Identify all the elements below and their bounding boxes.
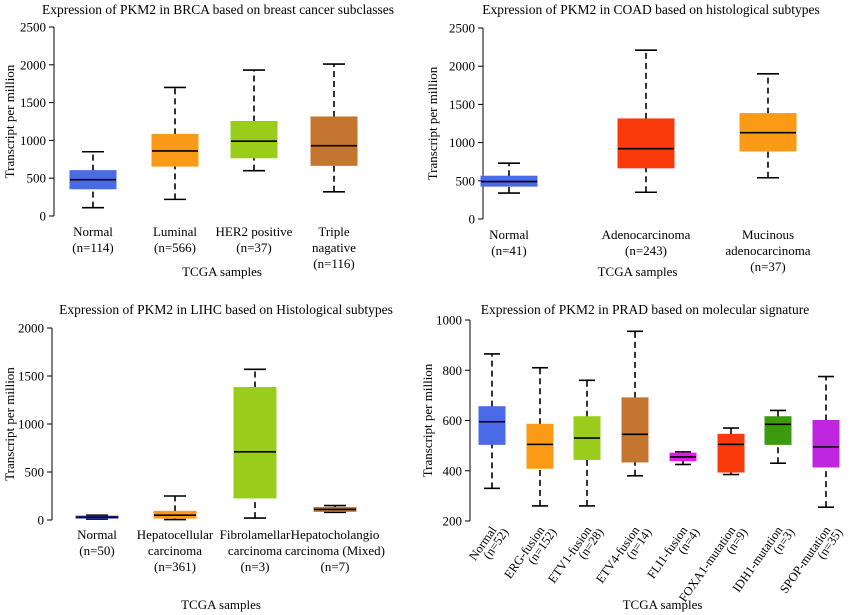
y-tick-label: 500	[25, 465, 45, 480]
iqr-box	[717, 433, 745, 473]
chart-panel-3: Expression of PKM2 in LIHC based on Hist…	[2, 302, 393, 612]
category-label: carcinoma	[228, 543, 282, 558]
category-n-label: (n=566)	[154, 240, 196, 255]
iqr-box	[310, 116, 358, 166]
box-8	[812, 375, 840, 508]
category-n-label: (n=114)	[72, 240, 114, 255]
box-1	[480, 162, 538, 194]
category-label: Hepatocholangio	[291, 527, 380, 542]
category-n-label: (n=243)	[625, 243, 667, 258]
category-label: carcinoma	[148, 543, 202, 558]
y-tick-label: 2000	[18, 321, 44, 336]
category-label: Mucinous	[742, 227, 794, 242]
y-tick-label: 1500	[449, 97, 475, 112]
y-tick-label: 2000	[449, 59, 475, 74]
category-label: Normal	[77, 527, 117, 542]
box-1	[75, 514, 119, 520]
y-tick-label: 2500	[20, 20, 46, 35]
chart-panel-2: Expression of PKM2 in COAD based on hist…	[425, 2, 820, 279]
y-tick-label: 0	[38, 513, 45, 528]
category-n-label: (n=3)	[241, 559, 270, 574]
category-label: Hepatocellular	[137, 527, 214, 542]
box-4	[310, 63, 358, 193]
y-tick-label: 1500	[18, 369, 44, 384]
chart-title: Expression of PKM2 in PRAD based on mole…	[481, 302, 809, 317]
x-axis-label: TCGA samples	[182, 264, 262, 279]
category-label: Fibrolamellar	[220, 527, 291, 542]
chart-title: Expression of PKM2 in LIHC based on Hist…	[59, 302, 393, 317]
category-n-label: (n=116)	[313, 256, 355, 271]
category-label: HER2 positive	[216, 224, 293, 239]
category-label: Adenocarcinoma	[602, 227, 691, 242]
box-2	[153, 495, 197, 521]
y-axis-label: Transcript per million	[420, 363, 435, 477]
y-tick-label: 1500	[20, 95, 46, 110]
box-6	[717, 427, 745, 476]
iqr-box	[526, 423, 554, 469]
y-tick-label: 200	[443, 514, 463, 529]
category-label: Triple	[318, 224, 350, 239]
x-axis-label: TCGA samples	[623, 597, 703, 612]
y-tick-label: 2500	[449, 21, 475, 36]
box-2	[617, 49, 675, 194]
category-n-label: (n=37)	[236, 240, 272, 255]
category-label: Normal	[73, 224, 113, 239]
box-3	[573, 379, 601, 507]
y-tick-label: 400	[443, 463, 463, 478]
chart-panel-4: Expression of PKM2 in PRAD based on mole…	[420, 302, 845, 612]
box-3	[739, 73, 797, 179]
y-tick-label: 1000	[449, 135, 475, 150]
category-n-label: (n=361)	[154, 559, 196, 574]
box-4	[313, 504, 357, 514]
box-5	[669, 451, 697, 466]
y-tick-label: 500	[27, 171, 47, 186]
iqr-box	[621, 397, 649, 463]
y-tick-label: 600	[443, 413, 463, 428]
box-1	[478, 353, 506, 490]
category-label: nagative	[312, 240, 356, 255]
box-4	[621, 330, 649, 477]
category-label: Normal	[489, 227, 529, 242]
iqr-box	[478, 406, 506, 445]
chart-title: Expression of PKM2 in COAD based on hist…	[482, 2, 819, 17]
box-3	[230, 69, 278, 172]
y-tick-label: 0	[40, 209, 47, 224]
y-axis-label: Transcript per million	[425, 66, 440, 180]
y-tick-label: 500	[456, 173, 476, 188]
y-axis-label: Transcript per million	[2, 367, 17, 481]
y-tick-label: 800	[443, 363, 463, 378]
category-label: Luminal	[153, 224, 197, 239]
y-tick-label: 1000	[20, 133, 46, 148]
box-3	[233, 368, 277, 519]
box-2	[526, 366, 554, 507]
category-n-label: (n=37)	[750, 259, 786, 274]
iqr-box	[617, 118, 675, 169]
category-n-label: (n=50)	[79, 543, 115, 558]
chart-panel-1: Expression of PKM2 in BRCA based on brea…	[2, 2, 394, 279]
iqr-box	[812, 420, 840, 468]
y-tick-label: 1000	[18, 417, 44, 432]
category-n-label: (n=7)	[321, 559, 350, 574]
iqr-box	[233, 387, 277, 499]
x-axis-label: TCGA samples	[181, 597, 261, 612]
box-1	[69, 150, 117, 209]
iqr-box	[764, 416, 792, 445]
y-tick-label: 0	[469, 212, 476, 227]
chart-title: Expression of PKM2 in BRCA based on brea…	[42, 2, 394, 17]
category-label: adenocarcinoma	[725, 243, 810, 258]
category-n-label: (n=41)	[491, 243, 527, 258]
y-tick-label: 2000	[20, 57, 46, 72]
category-label: carcinoma (Mixed)	[285, 543, 385, 558]
y-tick-label: 1000	[436, 313, 462, 328]
y-axis-label: Transcript per million	[2, 64, 17, 178]
box-7	[764, 409, 792, 465]
x-axis-label: TCGA samples	[598, 264, 678, 279]
iqr-box	[230, 121, 278, 159]
box-2	[151, 86, 199, 201]
